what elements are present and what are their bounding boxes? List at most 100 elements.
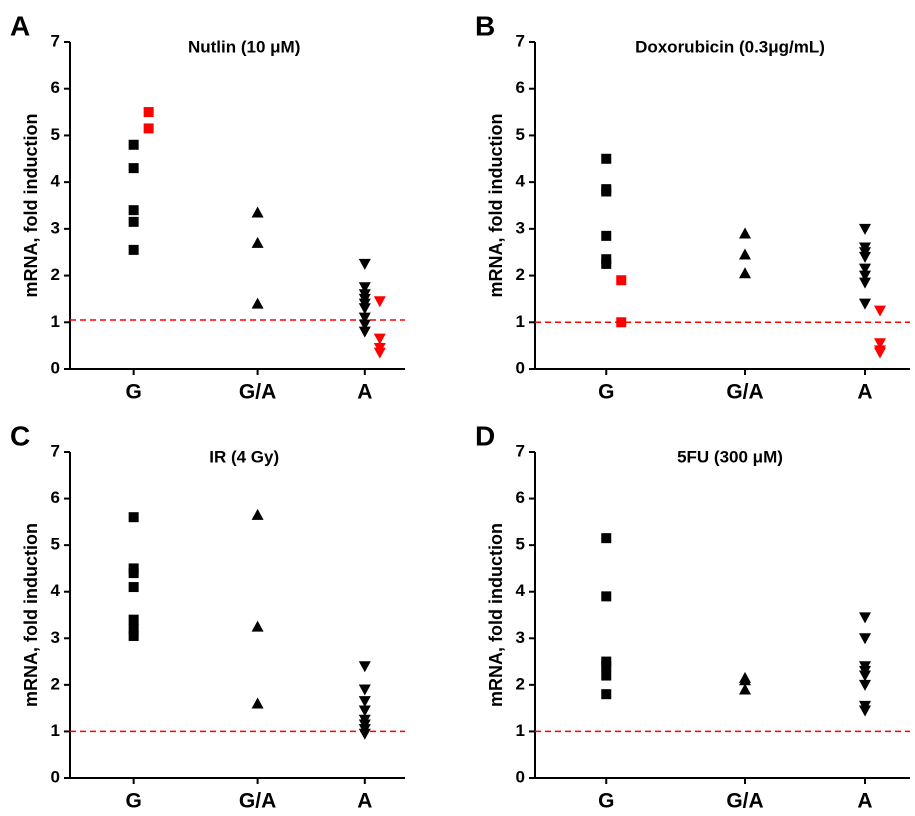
y-tick-label: 2 xyxy=(51,265,60,284)
y-tick-label: 3 xyxy=(51,218,60,237)
point xyxy=(859,270,871,282)
y-axis-label: mRNA, fold induction xyxy=(21,523,41,707)
point xyxy=(874,305,886,317)
point xyxy=(739,227,751,239)
point xyxy=(616,317,627,328)
y-axis-label: mRNA, fold induction xyxy=(486,523,506,707)
x-tick-label: G/A xyxy=(239,790,276,813)
y-tick-label: 3 xyxy=(516,628,525,647)
x-tick-label: A xyxy=(857,790,872,813)
y-axis-label: mRNA, fold induction xyxy=(21,114,41,298)
point xyxy=(358,661,371,673)
point xyxy=(739,683,751,695)
y-tick-label: 2 xyxy=(516,674,525,693)
point xyxy=(251,697,264,709)
y-tick-label: 0 xyxy=(51,358,60,377)
chart-title: Doxorubicin (0.3μg/mL) xyxy=(635,37,825,56)
point xyxy=(358,326,371,338)
y-tick-label: 1 xyxy=(516,312,525,331)
point xyxy=(859,633,871,645)
x-tick-label: A xyxy=(357,790,372,813)
y-tick-label: 2 xyxy=(516,265,525,284)
point xyxy=(251,206,264,218)
chart-title: 5FU (300 μM) xyxy=(677,447,783,466)
point xyxy=(251,297,264,309)
y-tick-label: 0 xyxy=(51,767,60,786)
y-tick-label: 4 xyxy=(51,172,61,191)
x-tick-label: A xyxy=(357,381,372,404)
point xyxy=(128,568,139,579)
point xyxy=(358,728,371,740)
point xyxy=(601,186,612,197)
point xyxy=(358,705,371,717)
x-tick-label: G/A xyxy=(726,790,763,813)
y-tick-label: 6 xyxy=(516,78,525,97)
point xyxy=(128,163,139,174)
point xyxy=(128,623,139,634)
point xyxy=(859,679,871,691)
point xyxy=(358,282,371,294)
point xyxy=(859,263,871,275)
point xyxy=(601,258,612,269)
y-tick-label: 3 xyxy=(516,218,525,237)
x-tick-label: G xyxy=(598,381,614,404)
point xyxy=(859,223,871,235)
point xyxy=(601,533,612,544)
x-tick-label: G xyxy=(125,381,141,404)
point xyxy=(874,338,886,350)
y-tick-label: 2 xyxy=(51,674,60,693)
point xyxy=(358,258,371,270)
point xyxy=(739,674,751,686)
panel-label: A xyxy=(10,10,30,41)
y-tick-label: 0 xyxy=(516,767,525,786)
y-tick-label: 1 xyxy=(51,312,60,331)
point xyxy=(859,298,871,310)
chart-title: Nutlin (10 μM) xyxy=(188,37,300,56)
point xyxy=(128,614,139,625)
point xyxy=(859,277,871,289)
point xyxy=(358,684,371,696)
point xyxy=(143,123,154,134)
point xyxy=(601,661,612,672)
point xyxy=(128,244,139,255)
y-tick-label: 5 xyxy=(51,125,60,144)
point xyxy=(358,303,371,315)
point xyxy=(128,582,139,593)
point xyxy=(373,296,386,308)
point xyxy=(251,620,264,632)
y-tick-label: 7 xyxy=(51,441,60,460)
point xyxy=(128,139,139,150)
point xyxy=(128,216,139,227)
panel-label: C xyxy=(10,420,30,451)
point xyxy=(616,275,627,286)
y-tick-label: 7 xyxy=(516,441,525,460)
point xyxy=(373,347,386,359)
point xyxy=(859,705,871,717)
y-tick-label: 7 xyxy=(516,31,525,50)
point xyxy=(859,612,871,624)
point xyxy=(601,591,612,602)
point xyxy=(601,689,612,700)
panel-label: D xyxy=(475,420,495,451)
y-tick-label: 4 xyxy=(51,581,61,600)
point xyxy=(128,630,139,641)
panel-label: B xyxy=(475,10,495,41)
y-tick-label: 7 xyxy=(51,31,60,50)
point xyxy=(358,312,371,324)
point xyxy=(874,347,886,359)
point xyxy=(601,153,612,164)
point xyxy=(739,248,751,260)
y-tick-label: 3 xyxy=(51,628,60,647)
x-tick-label: G xyxy=(125,790,141,813)
x-tick-label: G/A xyxy=(239,381,276,404)
point xyxy=(128,205,139,216)
point xyxy=(739,267,751,279)
point xyxy=(601,230,612,241)
y-tick-label: 6 xyxy=(51,488,60,507)
x-tick-label: G/A xyxy=(726,381,763,404)
point xyxy=(251,236,264,248)
point xyxy=(251,508,264,520)
y-tick-label: 5 xyxy=(516,535,525,554)
x-tick-label: G xyxy=(598,790,614,813)
